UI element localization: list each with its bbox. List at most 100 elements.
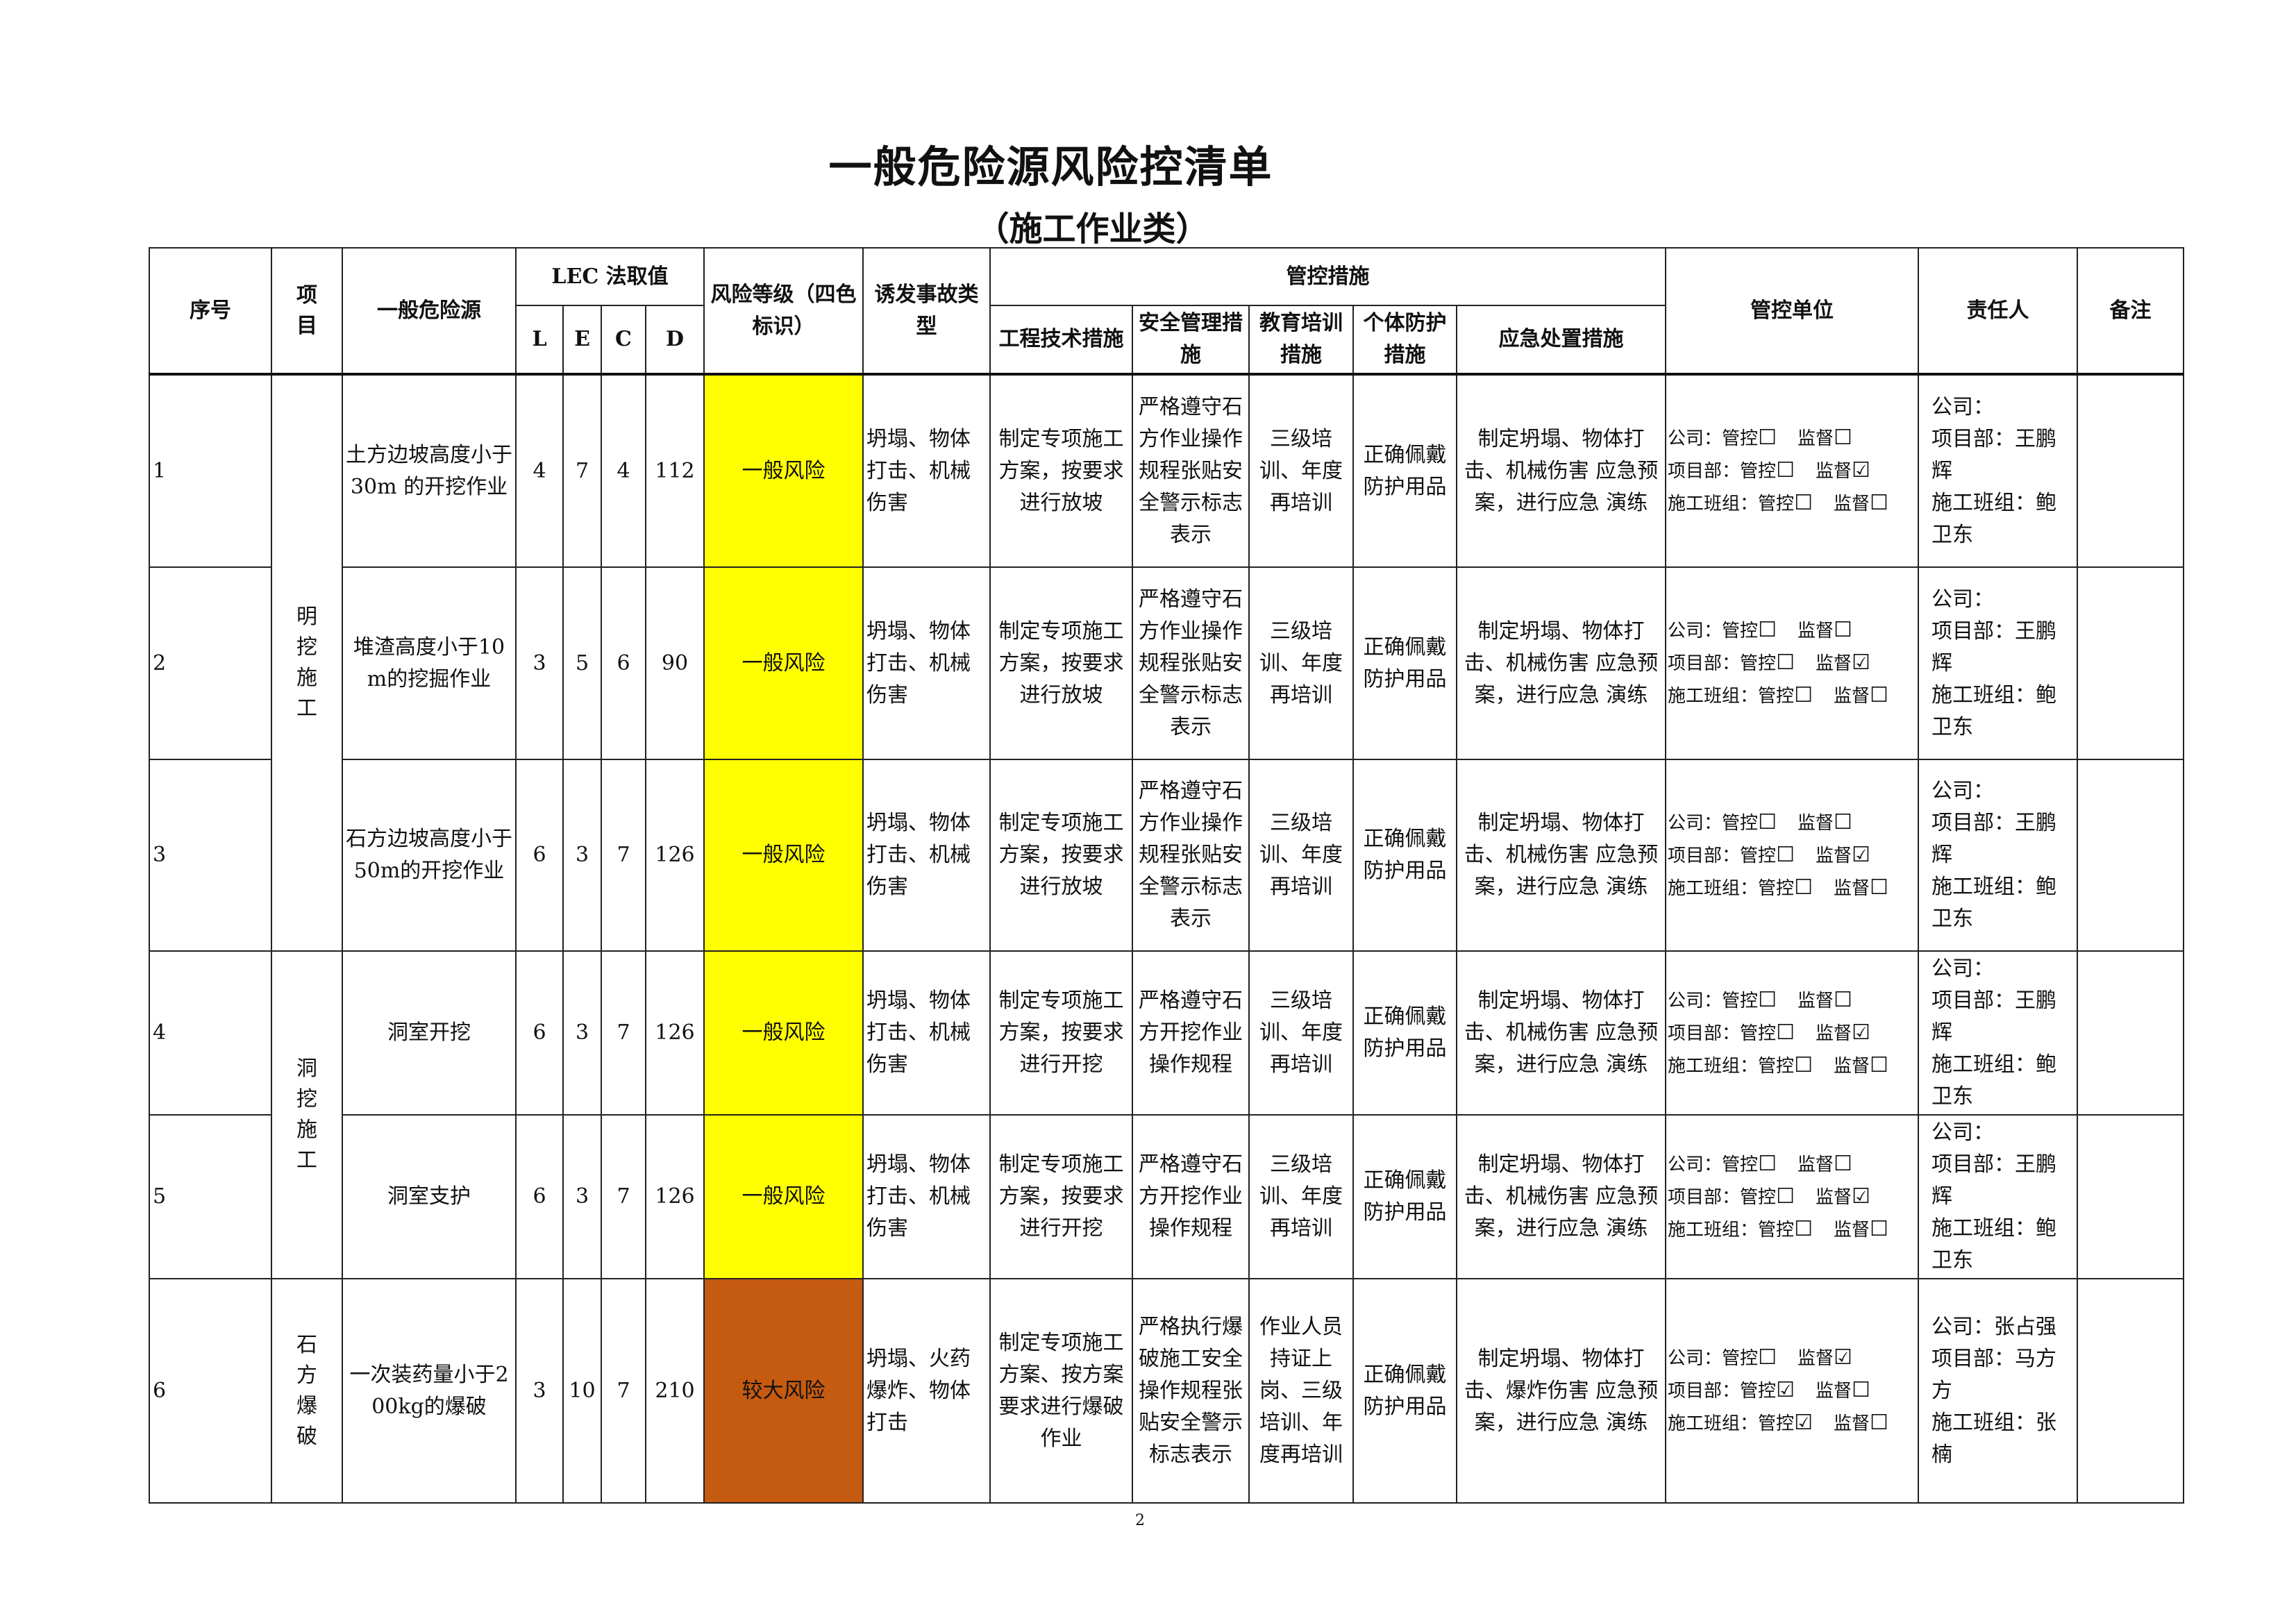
unchecked-box-icon[interactable]: ☐ (1776, 650, 1795, 675)
checked-box-icon[interactable]: ☑ (1794, 1411, 1813, 1435)
ppe-cell: 正确佩戴防护用品 (1352, 1114, 1458, 1279)
safety-cell: 严格遵守石方作业操作规程张贴安全警示标志表示 (1132, 759, 1250, 952)
safety-cell: 严格遵守石方作业操作规程张贴安全警示标志表示 (1132, 566, 1250, 760)
header-safety: 安全管理措施 (1132, 305, 1250, 375)
checked-box-icon[interactable]: ☑ (1851, 842, 1870, 867)
hazard-cell: 一次装药量小于200kg的爆破 (342, 1278, 517, 1504)
unchecked-box-icon[interactable]: ☐ (1758, 1345, 1777, 1370)
lec-L-cell: 6 (515, 950, 564, 1116)
project-group-label: 石方爆破 (296, 1332, 317, 1449)
unchecked-box-icon[interactable]: ☐ (1758, 987, 1777, 1012)
seq-cell: 3 (149, 759, 272, 952)
unchecked-box-icon[interactable]: ☐ (1869, 1411, 1888, 1435)
unchecked-box-icon[interactable]: ☐ (1833, 987, 1852, 1012)
unit-line-team: 施工班组：管控☐ 监督☐ (1668, 872, 1915, 905)
unchecked-box-icon[interactable]: ☐ (1869, 491, 1888, 515)
unchecked-box-icon[interactable]: ☐ (1851, 1378, 1870, 1402)
education-cell: 作业人员持证上岗、三级培训、年度再培训 (1248, 1278, 1355, 1504)
header-seq: 序号 (149, 247, 272, 375)
lec-D-cell: 126 (644, 950, 705, 1116)
seq-cell: 4 (149, 950, 272, 1116)
unchecked-box-icon[interactable]: ☐ (1833, 809, 1852, 834)
unit-line-project-dept: 项目部：管控☐ 监督☑ (1668, 1017, 1915, 1050)
education-cell: 三级培训、年度再培训 (1248, 950, 1355, 1116)
unchecked-box-icon[interactable]: ☐ (1869, 1216, 1888, 1241)
page-title: 一般危险源风险控清单 (828, 142, 1273, 192)
unit-label: 施工班组： (1668, 877, 1759, 899)
responsible-line: 施工班组：鲍卫东 (1932, 490, 2057, 547)
remark-cell (2077, 759, 2185, 952)
risk-level-badge: 一般风险 (703, 1114, 864, 1279)
unit-label: 公司： (1668, 1348, 1723, 1369)
lec-L-cell: 3 (515, 566, 564, 760)
control-label: 管控 (1722, 812, 1759, 834)
header-ppe: 个体防护措施 (1352, 305, 1458, 375)
unchecked-box-icon[interactable]: ☐ (1869, 1052, 1888, 1077)
lec-C-cell: 6 (601, 566, 646, 760)
unit-label: 公司： (1668, 812, 1723, 834)
checked-box-icon[interactable]: ☑ (1833, 1345, 1852, 1370)
control-label: 管控 (1740, 1381, 1777, 1402)
supervise-label: 监督 (1833, 1055, 1870, 1077)
supervise-label: 监督 (1797, 812, 1834, 834)
header-lec: LEC 法取值 (514, 247, 705, 306)
checked-box-icon[interactable]: ☑ (1851, 458, 1870, 482)
unchecked-box-icon[interactable]: ☐ (1776, 1184, 1795, 1209)
unchecked-box-icon[interactable]: ☐ (1758, 618, 1777, 642)
unit-line-project-dept: 项目部：管控☐ 监督☑ (1668, 647, 1915, 680)
unchecked-box-icon[interactable]: ☐ (1794, 875, 1813, 900)
responsible-cell: 公司： 项目部：王鹏辉 施工班组：鲍卫东 (1918, 759, 2079, 952)
unit-label: 施工班组： (1668, 1055, 1759, 1077)
lec-D-cell: 210 (644, 1278, 705, 1504)
unchecked-box-icon[interactable]: ☐ (1758, 809, 1777, 834)
unchecked-box-icon[interactable]: ☐ (1794, 683, 1813, 707)
project-group-label: 明挖施工 (296, 605, 317, 721)
accident-cell: 坍塌、物体打击、机械伤害 (862, 759, 991, 952)
responsible-line: 公司： (1932, 587, 1995, 612)
header-measures: 管控措施 (989, 247, 1667, 306)
responsible-cell: 公司： 项目部：王鹏辉 施工班组：鲍卫东 (1918, 950, 2079, 1116)
lec-E-cell: 3 (562, 950, 602, 1116)
checked-box-icon[interactable]: ☑ (1851, 650, 1870, 675)
checked-box-icon[interactable]: ☑ (1776, 1378, 1795, 1402)
accident-cell: 坍塌、火药爆炸、物体打击 (862, 1278, 991, 1504)
header-C: C (601, 305, 646, 375)
management-unit-cell: 公司：管控☐ 监督☑ 项目部：管控☑ 监督☐ 施工班组：管控☑ 监督☐ (1665, 1278, 1920, 1504)
unchecked-box-icon[interactable]: ☐ (1776, 458, 1795, 482)
unchecked-box-icon[interactable]: ☐ (1776, 842, 1795, 867)
supervise-label: 监督 (1797, 990, 1834, 1011)
unit-line-company: 公司：管控☐ 监督☐ (1668, 984, 1915, 1017)
responsible-line: 施工班组：鲍卫东 (1932, 875, 2057, 931)
unit-label: 项目部： (1668, 461, 1741, 482)
checked-box-icon[interactable]: ☑ (1851, 1184, 1870, 1209)
unchecked-box-icon[interactable]: ☐ (1833, 618, 1852, 642)
header-engineering: 工程技术措施 (989, 305, 1134, 375)
unchecked-box-icon[interactable]: ☐ (1758, 1151, 1777, 1176)
control-label: 管控 (1758, 1055, 1795, 1077)
table-row: 3 石方边坡高度小于50m的开挖作业 6 3 7 126 一般风险 坍塌、物体打击、机械伤害制… (149, 759, 2185, 952)
responsible-line: 项目部：王鹏辉 (1932, 619, 2057, 675)
unchecked-box-icon[interactable]: ☐ (1776, 1020, 1795, 1045)
header-unit: 管控单位 (1665, 247, 1920, 375)
unit-line-company: 公司：管控☐ 监督☐ (1668, 1148, 1915, 1181)
unchecked-box-icon[interactable]: ☐ (1794, 1052, 1813, 1077)
risk-level-badge: 一般风险 (703, 566, 864, 760)
unchecked-box-icon[interactable]: ☐ (1833, 1151, 1852, 1176)
unchecked-box-icon[interactable]: ☐ (1794, 1216, 1813, 1241)
unchecked-box-icon[interactable]: ☐ (1869, 875, 1888, 900)
unchecked-box-icon[interactable]: ☐ (1758, 426, 1777, 450)
supervise-label: 监督 (1815, 653, 1852, 674)
accident-cell: 坍塌、物体打击、机械伤害 (862, 373, 991, 568)
engineering-cell: 制定专项施工方案、按方案要求进行爆破作业 (989, 1278, 1134, 1504)
unchecked-box-icon[interactable]: ☐ (1869, 683, 1888, 707)
lec-D-cell: 126 (644, 1114, 705, 1279)
remark-cell (2077, 373, 2185, 568)
checked-box-icon[interactable]: ☑ (1851, 1020, 1870, 1045)
control-label: 管控 (1722, 1154, 1759, 1175)
unit-line-team: 施工班组：管控☐ 监督☐ (1668, 1050, 1915, 1082)
responsible-cell: 公司： 项目部：王鹏辉 施工班组：鲍卫东 (1918, 1114, 2079, 1279)
unchecked-box-icon[interactable]: ☐ (1833, 426, 1852, 450)
lec-C-cell: 7 (601, 759, 646, 952)
responsible-line: 项目部：王鹏辉 (1932, 1152, 2057, 1209)
unchecked-box-icon[interactable]: ☐ (1794, 491, 1813, 515)
